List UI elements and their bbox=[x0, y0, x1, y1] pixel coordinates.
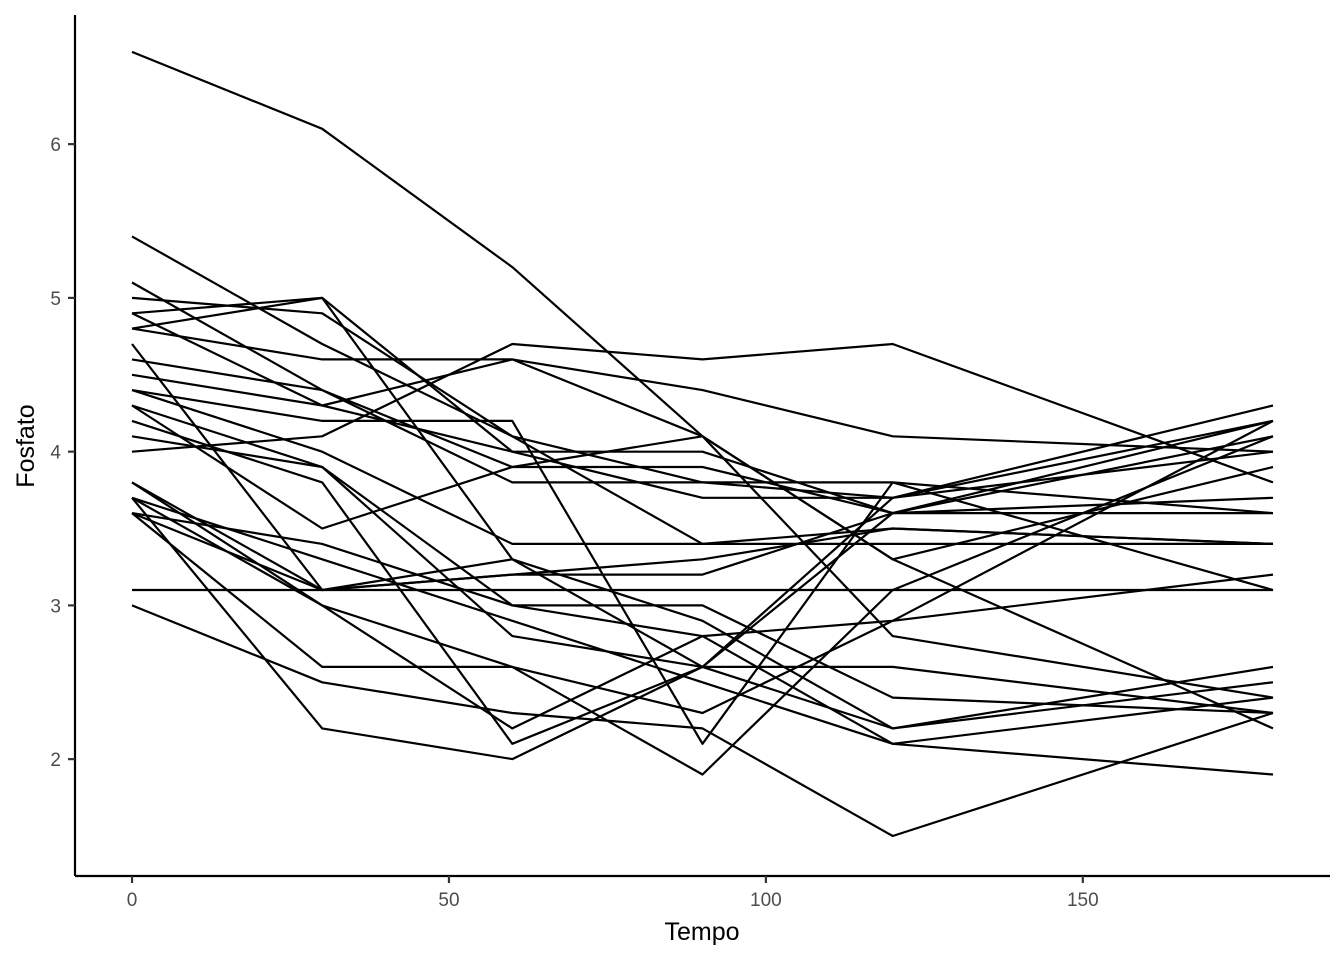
series-line-11 bbox=[131, 389, 1274, 745]
series-line-3 bbox=[131, 281, 1274, 515]
x-tick-label: 50 bbox=[438, 890, 459, 911]
y-tick-label: 3 bbox=[50, 596, 61, 617]
y-axis-title: Fosfato bbox=[12, 404, 40, 487]
x-tick-label: 100 bbox=[750, 890, 782, 911]
series-line-21 bbox=[131, 496, 1274, 745]
series-line-10 bbox=[131, 358, 1274, 699]
series-line-16 bbox=[131, 435, 1274, 638]
series-line-14 bbox=[131, 404, 1274, 561]
y-tick-label: 4 bbox=[50, 443, 61, 464]
series-line-5 bbox=[131, 296, 1273, 515]
series-line-12 bbox=[131, 389, 1274, 546]
x-tick-label: 0 bbox=[127, 890, 138, 911]
x-tick-label: 150 bbox=[1067, 890, 1099, 911]
y-tick-label: 6 bbox=[50, 135, 61, 156]
x-axis-title: Tempo bbox=[664, 918, 739, 946]
series-line-20 bbox=[131, 404, 1274, 761]
y-axis-ticks: 2 3 4 5 6 bbox=[50, 135, 75, 771]
y-tick-label: 2 bbox=[50, 750, 61, 771]
series-line-2 bbox=[131, 235, 1274, 499]
series-line-27 bbox=[131, 496, 1274, 776]
series-line-6 bbox=[131, 296, 1274, 730]
series-line-26 bbox=[131, 604, 1274, 838]
series-layer bbox=[131, 50, 1274, 838]
series-line-17 bbox=[131, 342, 1274, 484]
x-axis-ticks: 0 50 100 150 bbox=[127, 876, 1099, 911]
series-line-15 bbox=[131, 419, 1274, 745]
y-tick-label: 5 bbox=[50, 289, 61, 310]
series-line-28 bbox=[131, 312, 1274, 499]
series-line-23 bbox=[131, 512, 1274, 715]
series-line-7 bbox=[131, 327, 1274, 453]
series-line-19 bbox=[131, 419, 1274, 715]
series-line-24 bbox=[131, 496, 1274, 592]
